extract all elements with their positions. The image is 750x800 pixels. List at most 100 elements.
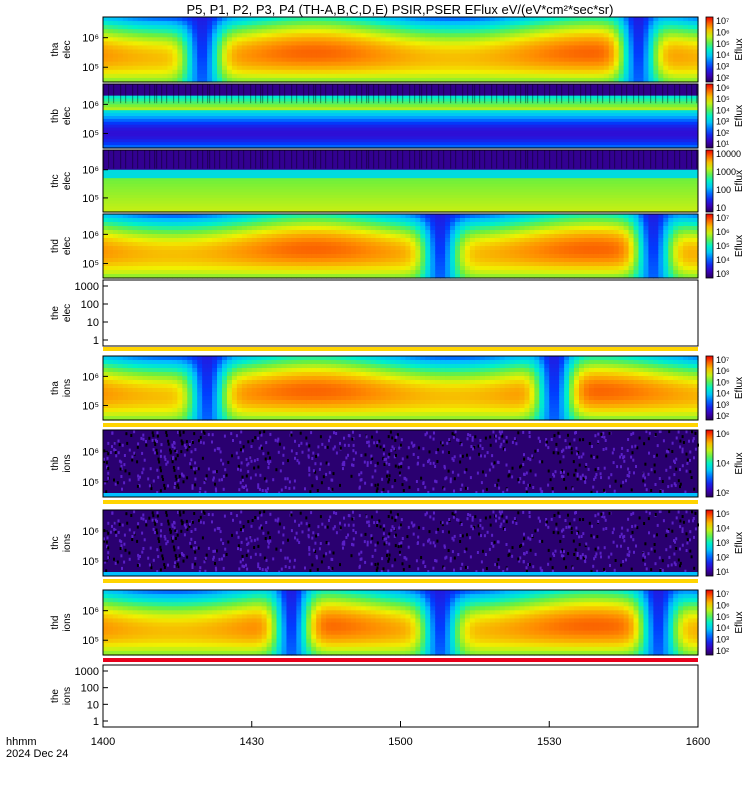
spectrogram-cell bbox=[673, 258, 679, 263]
spectrogram-cell bbox=[375, 214, 382, 219]
spectrogram-cell bbox=[117, 376, 124, 381]
spectrogram-cell bbox=[103, 262, 109, 267]
spectrogram-cell bbox=[226, 53, 233, 59]
spectrogram-cell bbox=[350, 61, 357, 67]
spectrogram-cell bbox=[226, 384, 233, 389]
spectrogram-streak bbox=[597, 84, 599, 104]
spectrogram-cell bbox=[316, 364, 322, 369]
spectrogram-band bbox=[103, 110, 698, 114]
spectrogram-cell bbox=[345, 380, 352, 385]
spectrogram-cell bbox=[499, 73, 506, 79]
spectrogram-cell bbox=[390, 37, 397, 42]
spectrogram-cell bbox=[236, 258, 243, 263]
spectrogram-cell bbox=[579, 21, 585, 26]
spectrogram-cell bbox=[569, 218, 575, 223]
spectrogram-cell bbox=[142, 57, 149, 63]
spectrogram-cell bbox=[350, 360, 357, 365]
spectrogram-cell bbox=[643, 270, 650, 275]
spectrogram-cell bbox=[162, 270, 169, 275]
spectrogram-cell bbox=[435, 25, 441, 30]
spectrogram-cell bbox=[350, 230, 357, 235]
spectrogram-cell bbox=[311, 49, 317, 55]
spectrogram-cell bbox=[400, 238, 407, 243]
spectrogram-cell bbox=[658, 238, 664, 243]
spectrogram-cell bbox=[355, 356, 362, 361]
spectrogram-cell bbox=[341, 65, 347, 71]
spectrogram-cell bbox=[241, 258, 248, 263]
spectrogram-cell bbox=[122, 360, 129, 365]
spectrogram-cell bbox=[331, 73, 337, 79]
spectrogram-cell bbox=[271, 416, 278, 421]
spectrogram-cell bbox=[311, 37, 317, 42]
spectrogram-cell bbox=[469, 238, 476, 243]
spectrogram-streak bbox=[561, 150, 563, 169]
spectrogram-cell bbox=[236, 360, 243, 365]
spectrogram-cell bbox=[400, 270, 407, 275]
spectrogram-cell bbox=[658, 266, 664, 271]
spectrogram-cell bbox=[350, 73, 357, 79]
spectrogram-cell bbox=[638, 246, 645, 251]
spectrogram-cell bbox=[613, 262, 620, 267]
spectrogram-cell bbox=[276, 258, 283, 263]
spectrogram-cell bbox=[385, 254, 392, 259]
spectrogram-cell bbox=[360, 29, 367, 34]
spectrogram-cell bbox=[202, 37, 208, 42]
spectrogram-cell bbox=[588, 226, 595, 231]
spectrogram-cell bbox=[613, 254, 620, 259]
spectrogram-cell bbox=[341, 57, 347, 63]
spectrogram-cell bbox=[251, 404, 258, 409]
spectrogram-cell bbox=[579, 266, 585, 271]
spectrogram-cell bbox=[509, 77, 516, 83]
spectrogram-cell bbox=[405, 21, 412, 26]
spectrogram-cell bbox=[142, 412, 149, 417]
spectrogram-cell bbox=[519, 65, 526, 71]
spectrogram-cell bbox=[291, 37, 297, 42]
spectrogram-cell bbox=[638, 65, 645, 71]
spectrogram-cell bbox=[598, 25, 605, 30]
spectrogram-cell bbox=[306, 404, 312, 409]
spectrogram-cell bbox=[152, 400, 159, 405]
spectrogram-cell bbox=[172, 242, 178, 247]
spectrogram-cell bbox=[633, 254, 640, 259]
spectrogram-cell bbox=[301, 262, 307, 267]
spectrogram-cell bbox=[137, 246, 144, 251]
spectrogram-cell bbox=[484, 250, 491, 255]
spectrogram-cell bbox=[549, 53, 555, 59]
spectrogram-cell bbox=[415, 218, 421, 223]
spectrogram-cell bbox=[291, 73, 297, 79]
spectrogram-cell bbox=[236, 53, 243, 59]
spectrogram-cell bbox=[608, 53, 615, 59]
spectrogram-cell bbox=[132, 250, 139, 255]
spectrogram-cell bbox=[226, 230, 233, 235]
spectrogram-cell bbox=[583, 25, 590, 30]
spectrogram-cell bbox=[554, 218, 560, 223]
spectrogram-cell bbox=[202, 412, 208, 417]
spectrogram-cell bbox=[117, 396, 124, 401]
spectrogram-streak bbox=[626, 84, 628, 104]
spectrogram-cell bbox=[306, 77, 312, 83]
spectrogram-cell bbox=[608, 238, 615, 243]
spectrogram-cell bbox=[281, 17, 288, 22]
spectrogram-cell bbox=[539, 218, 545, 223]
spectrogram-cell bbox=[147, 29, 154, 34]
spectrogram-cell bbox=[375, 73, 382, 79]
spectrogram-cell bbox=[509, 73, 516, 79]
spectrogram-cell bbox=[306, 258, 312, 263]
spectrogram-cell bbox=[236, 356, 243, 361]
spectrogram-cell bbox=[311, 41, 317, 47]
spectrogram-streak bbox=[450, 84, 452, 104]
spectrogram-cell bbox=[187, 254, 193, 259]
spectrogram-cell bbox=[157, 234, 164, 239]
spectrogram-cell bbox=[390, 29, 397, 34]
spectrogram-cell bbox=[162, 57, 169, 63]
spectrogram-cell bbox=[261, 45, 268, 51]
spectrogram-cell bbox=[182, 77, 188, 83]
spectrogram-cell bbox=[544, 41, 550, 47]
spectrogram-cell bbox=[212, 69, 218, 75]
spectrogram-cell bbox=[326, 356, 332, 361]
spectrogram-cell bbox=[544, 258, 550, 263]
spectrogram-cell bbox=[683, 234, 689, 239]
spectrogram-cell bbox=[261, 53, 268, 59]
spectrogram-cell bbox=[296, 246, 302, 251]
spectrogram-cell bbox=[440, 25, 446, 30]
